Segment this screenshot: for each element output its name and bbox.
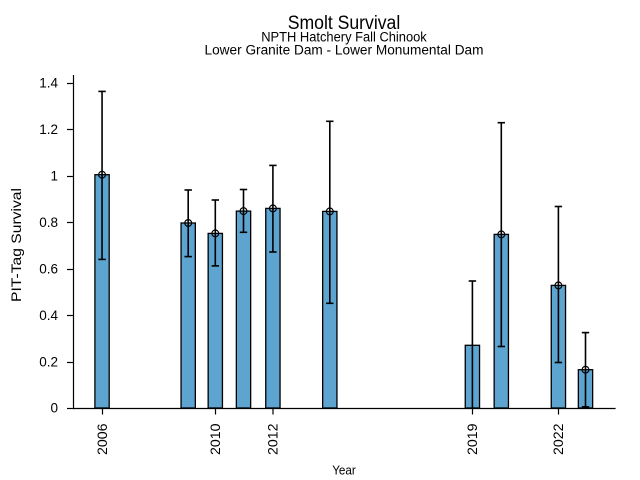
- svg-text:0.2: 0.2: [39, 354, 58, 369]
- svg-text:0.8: 0.8: [39, 215, 58, 230]
- svg-text:1.2: 1.2: [39, 122, 58, 137]
- svg-text:Lower Granite Dam - Lower Monu: Lower Granite Dam - Lower Monumental Dam: [205, 42, 484, 57]
- svg-text:NPTH Hatchery Fall Chinook: NPTH Hatchery Fall Chinook: [261, 30, 427, 45]
- svg-text:2006: 2006: [95, 424, 110, 456]
- svg-text:PIT-Tag Survival: PIT-Tag Survival: [9, 188, 24, 302]
- svg-text:2019: 2019: [465, 424, 480, 456]
- svg-text:Smolt Survival: Smolt Survival: [288, 13, 401, 34]
- svg-text:2010: 2010: [208, 424, 223, 456]
- svg-text:1.4: 1.4: [39, 76, 58, 91]
- svg-text:0: 0: [50, 401, 58, 416]
- svg-text:2012: 2012: [266, 424, 281, 456]
- svg-text:0.4: 0.4: [39, 308, 58, 323]
- svg-text:1: 1: [50, 169, 58, 184]
- svg-text:Year: Year: [332, 462, 356, 477]
- svg-text:0.6: 0.6: [39, 261, 58, 276]
- svg-text:2022: 2022: [551, 424, 566, 456]
